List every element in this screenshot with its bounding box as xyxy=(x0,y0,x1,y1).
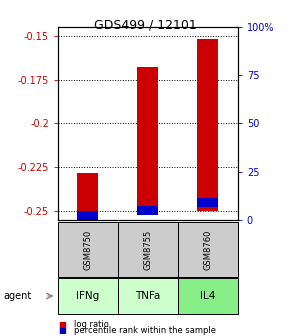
Bar xyxy=(137,206,158,215)
Text: GDS499 / 12101: GDS499 / 12101 xyxy=(94,18,196,32)
Bar xyxy=(77,211,98,220)
Text: agent: agent xyxy=(3,291,31,301)
Text: IL4: IL4 xyxy=(200,291,215,301)
Text: TNFa: TNFa xyxy=(135,291,161,301)
Text: ■: ■ xyxy=(58,321,66,329)
Bar xyxy=(197,39,218,211)
Text: ■: ■ xyxy=(58,327,66,335)
Text: percentile rank within the sample: percentile rank within the sample xyxy=(74,327,216,335)
Bar xyxy=(77,173,98,211)
Text: GSM8755: GSM8755 xyxy=(143,229,153,269)
Bar xyxy=(197,198,218,207)
Text: log ratio: log ratio xyxy=(74,321,109,329)
Bar xyxy=(137,67,158,211)
Text: GSM8760: GSM8760 xyxy=(203,229,212,270)
Text: IFNg: IFNg xyxy=(76,291,99,301)
Text: GSM8750: GSM8750 xyxy=(84,229,93,269)
